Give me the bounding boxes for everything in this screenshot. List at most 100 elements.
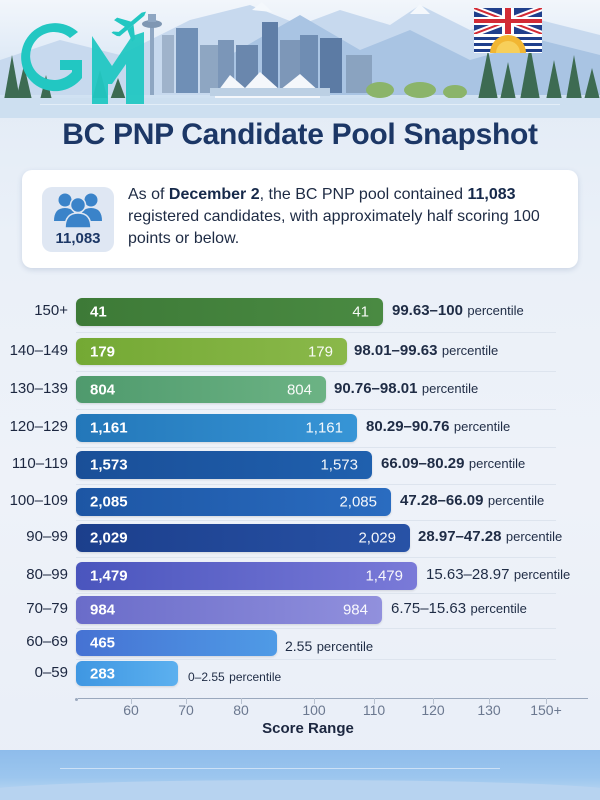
summary-prefix: As of [128, 186, 169, 203]
bar-value: 179 [90, 343, 116, 360]
summary-date: December 2 [168, 186, 260, 203]
row-divider [76, 447, 556, 448]
row-divider [76, 628, 556, 629]
category-label: 80–99 [26, 566, 68, 583]
bar-120-129: 1,161 1,161 [76, 414, 357, 442]
percentile-label: 80.29–90.76 percentile [366, 418, 510, 436]
category-label: 120–129 [9, 418, 68, 435]
bar-value-end: 804 [286, 381, 312, 398]
category-label: 60–69 [26, 633, 68, 650]
water-wave [0, 780, 600, 800]
percentile-label: 66.09–80.29 percentile [381, 455, 525, 473]
page-title: BC PNP Candidate Pool Snapshot [62, 118, 538, 151]
airplane-icon [111, 11, 147, 42]
summary-text: As of December 2, the BC PNP pool contai… [128, 184, 568, 250]
bar-value-end: 179 [307, 343, 333, 360]
row-divider [76, 557, 556, 558]
bar-value-end: 2,085 [339, 493, 377, 511]
total-candidates-value: 11,083 [55, 230, 101, 247]
axis-tick-label: 130 [477, 702, 501, 718]
category-label: 0–59 [34, 664, 68, 681]
score-distribution-chart: 150+ 41 41 99.63–100 percentile 140–149 … [0, 290, 600, 750]
bar-70-79: 984 984 [76, 596, 382, 624]
bar-140-149: 179 179 [76, 338, 347, 365]
gm-logo [20, 6, 170, 106]
percentile-label: 99.63–100 percentile [392, 302, 524, 320]
bar-value-end: 1,479 [365, 567, 403, 585]
category-label: 70–79 [26, 600, 68, 617]
x-axis-title: Score Range [262, 720, 354, 737]
percentile-word: percentile [316, 639, 374, 654]
percentile-label: 2.55 percentile [285, 638, 373, 656]
percentile-range: 66.09–80.29 [381, 455, 465, 472]
percentile-word: percentile [513, 567, 571, 582]
percentile-word: percentile [421, 381, 479, 396]
axis-tick-label: 60 [123, 702, 139, 718]
bar-110-119: 1,573 1,573 [76, 451, 372, 479]
summary-mid: , the BC PNP pool contained [259, 186, 468, 203]
bar-value: 1,161 [90, 419, 128, 437]
axis-tick [131, 698, 132, 704]
skyline-illustration [0, 2, 600, 118]
bar-0-59: 283 [76, 661, 178, 686]
axis-tick [433, 698, 434, 704]
percentile-range: 28.97–47.28 [418, 528, 502, 545]
category-label: 130–139 [9, 380, 68, 397]
bar-value: 2,029 [90, 529, 128, 547]
bar-value: 465 [90, 634, 116, 652]
people-group-icon [54, 193, 102, 229]
percentile-label: 90.76–98.01 percentile [334, 380, 478, 398]
percentile-word: percentile [470, 601, 527, 616]
british-columbia-flag [474, 8, 542, 53]
bar-90-99: 2,029 2,029 [76, 524, 410, 552]
bar-value-end: 984 [342, 601, 368, 619]
hero-banner [0, 0, 600, 118]
percentile-label: 28.97–47.28 percentile [418, 528, 562, 546]
bar-value: 984 [90, 601, 116, 619]
percentile-range: 6.75–15.63 [391, 600, 467, 617]
bar-value: 41 [90, 303, 107, 321]
percentile-word: percentile [505, 529, 563, 544]
category-label: 90–99 [26, 528, 68, 545]
x-axis-line [78, 698, 588, 699]
axis-tick [546, 698, 547, 704]
axis-tick-label: 120 [421, 702, 445, 718]
bar-60-69: 465 [76, 630, 277, 656]
axis-origin-dot [75, 698, 78, 701]
bar-value-end: 2,029 [358, 529, 396, 547]
percentile-range: 80.29–90.76 [366, 418, 450, 435]
category-label: 110–119 [11, 455, 68, 472]
bar-value: 1,573 [90, 456, 128, 474]
percentile-range: 2.55 [285, 638, 313, 654]
category-label: 140–149 [9, 342, 68, 359]
bar-80-99: 1,479 1,479 [76, 562, 417, 590]
summary-card: 11,083 As of December 2, the BC PNP pool… [22, 170, 578, 268]
footer-water-band [0, 750, 600, 800]
row-divider [76, 484, 556, 485]
row-divider [76, 409, 556, 410]
row-divider [76, 371, 556, 372]
axis-tick [374, 698, 375, 704]
percentile-label: 98.01–99.63 percentile [354, 342, 498, 360]
axis-tick [314, 698, 315, 704]
percentile-word: percentile [441, 343, 499, 358]
category-label: 150+ [34, 302, 68, 319]
bar-value-end: 41 [352, 303, 369, 321]
bar-value: 2,085 [90, 493, 128, 511]
axis-tick-label: 110 [362, 702, 386, 718]
percentile-range: 0–2.55 [188, 670, 225, 684]
row-divider [76, 593, 556, 594]
bar-150-plus: 41 41 [76, 298, 383, 326]
percentile-range: 47.28–66.09 [400, 492, 484, 509]
category-label: 100–109 [9, 492, 68, 509]
row-divider [76, 332, 556, 333]
percentile-range: 15.63–28.97 [426, 566, 510, 583]
bar-value-end: 1,161 [305, 419, 343, 437]
bar-value: 283 [90, 665, 116, 682]
bar-value: 804 [90, 381, 116, 398]
axis-tick [489, 698, 490, 704]
percentile-range: 90.76–98.01 [334, 380, 418, 397]
summary-suffix: registered candidates, with approximatel… [128, 208, 540, 247]
bar-130-139: 804 804 [76, 376, 326, 403]
bar-value-end: 1,573 [320, 456, 358, 474]
